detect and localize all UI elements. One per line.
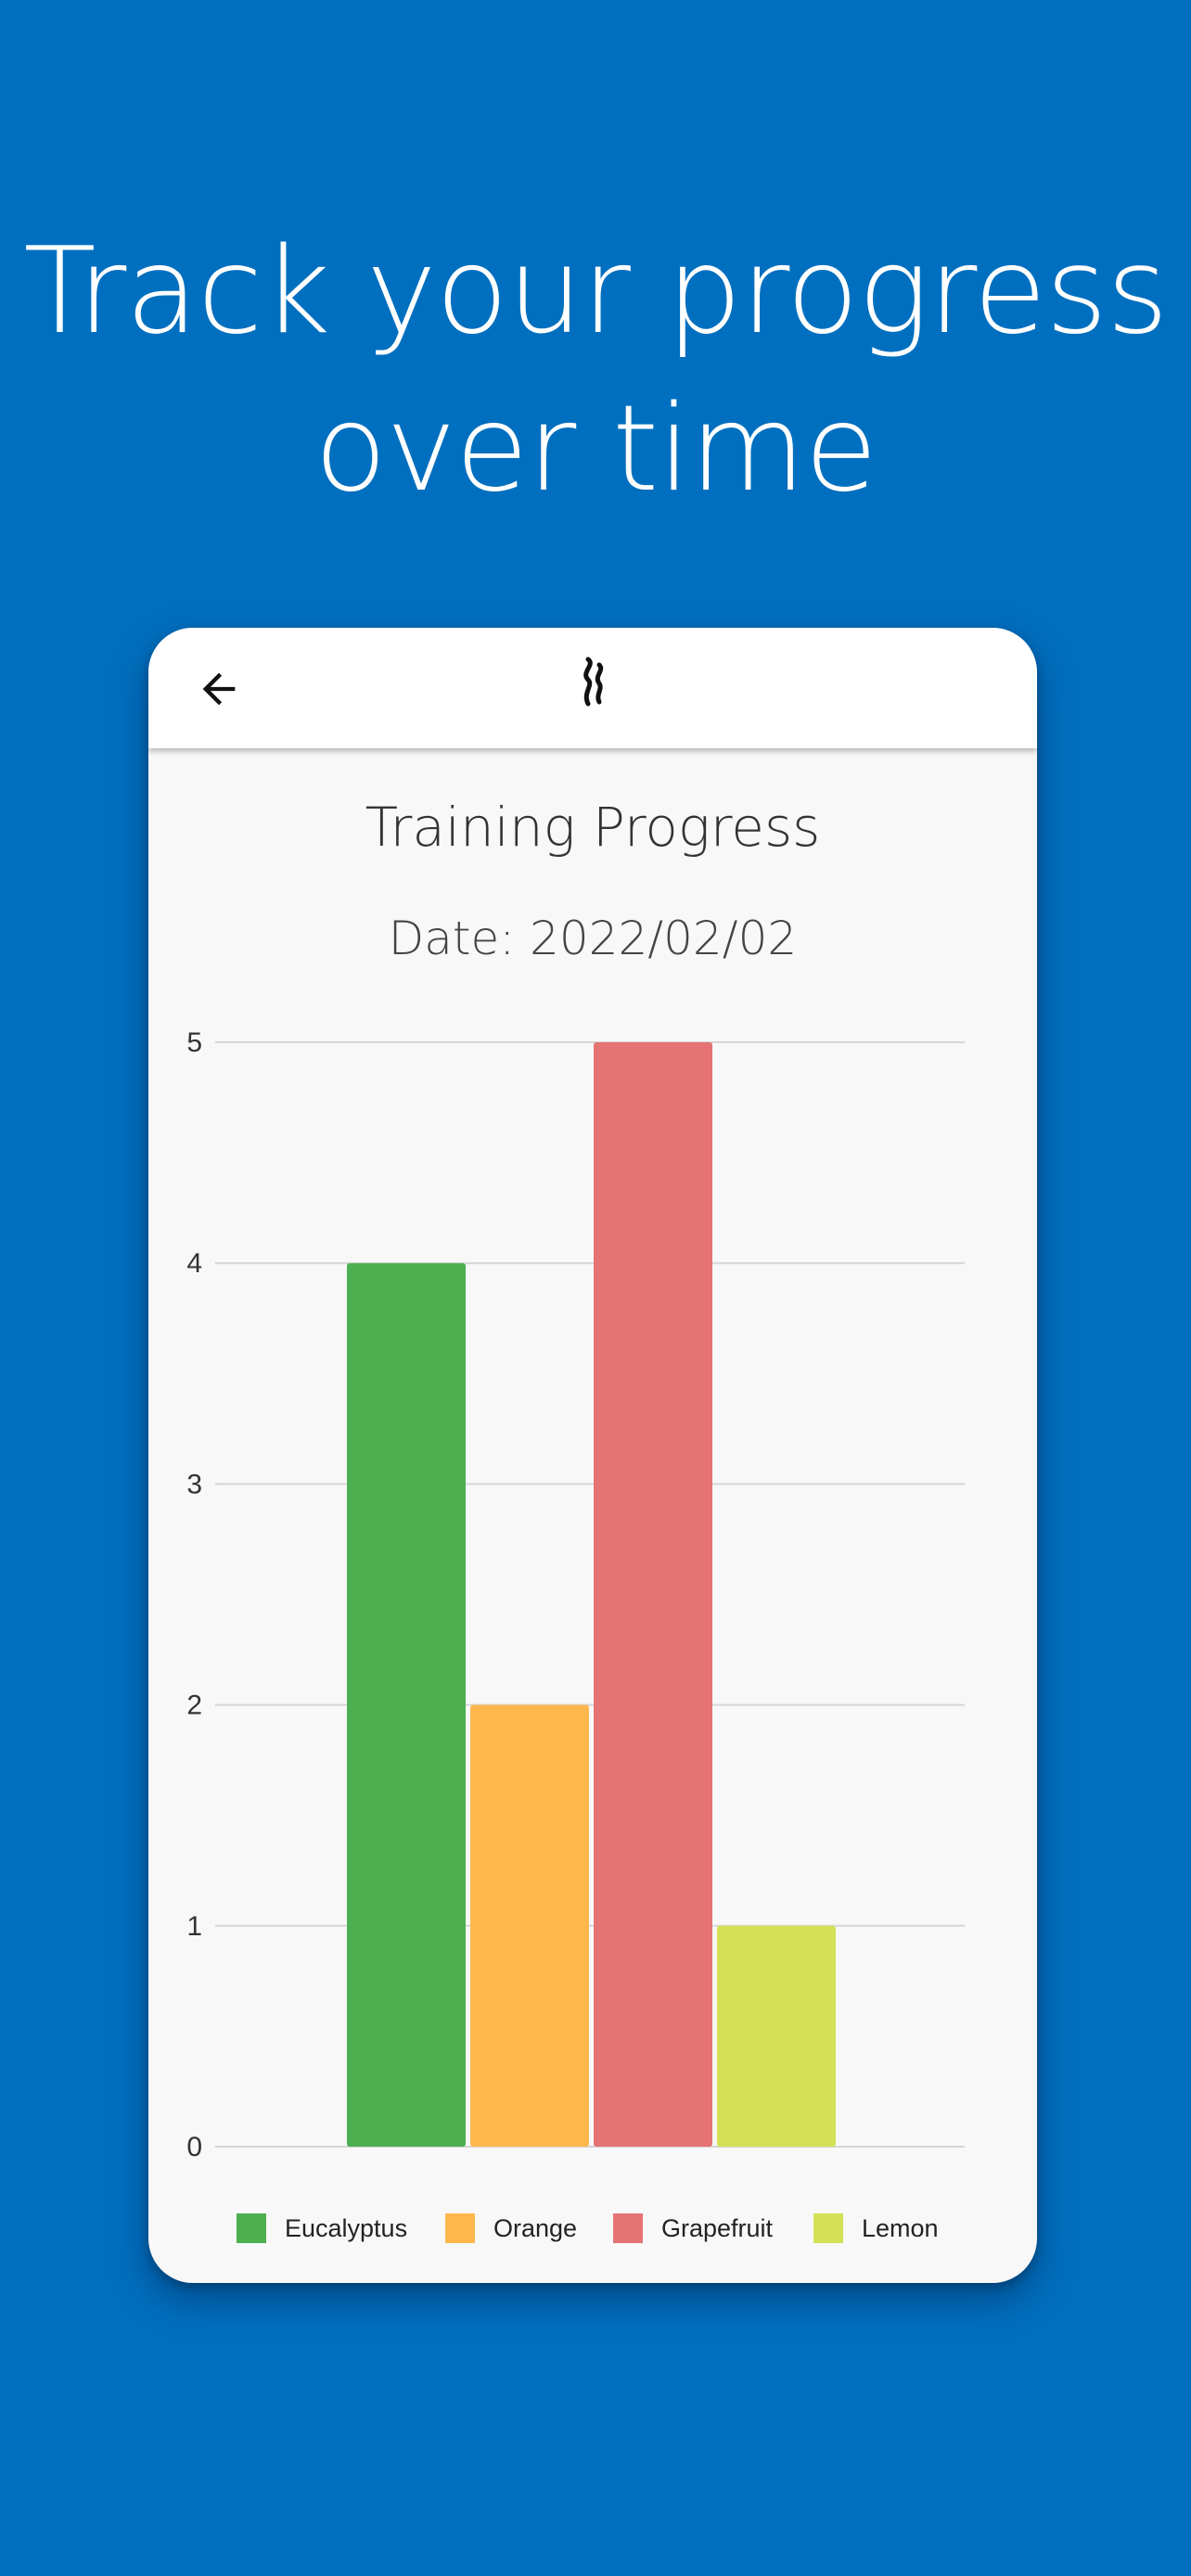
back-button[interactable] (186, 656, 252, 722)
y-tick-label: 1 (186, 1911, 202, 1942)
y-tick-label: 5 (186, 1027, 202, 1058)
legend-swatch (813, 2213, 843, 2243)
legend-item-grapefruit[interactable]: Grapefruit (613, 2210, 773, 2247)
legend-label: Orange (493, 2213, 578, 2242)
legend-label: Eucalyptus (285, 2213, 408, 2242)
legend-item-eucalyptus[interactable]: Eucalyptus (237, 2210, 407, 2247)
legend-swatch (613, 2213, 643, 2243)
legend-swatch (445, 2213, 475, 2243)
arrow-left-icon (202, 672, 236, 706)
headline-line-2: over time (314, 380, 877, 518)
legend-item-lemon[interactable]: Lemon (813, 2210, 939, 2247)
app-bar (148, 628, 1037, 748)
y-tick-label: 2 (186, 1690, 202, 1721)
headline-line-1: Track your progress (23, 223, 1168, 361)
chart-date: Date: 2022/02/02 (388, 912, 798, 965)
aroma-wisp-logo (583, 657, 604, 707)
chart-legend: Eucalyptus Orange Grapefruit Lemon (148, 2210, 1037, 2247)
legend-label: Lemon (862, 2213, 939, 2242)
y-tick-label: 4 (186, 1248, 202, 1279)
promo-headline: Track your progress over time (0, 213, 1191, 529)
chart-title: Training Progress (365, 796, 821, 859)
phone-screen: Training Progress Date: 2022/02/02 0 1 2 3 4… (148, 628, 1037, 2283)
bar-chart: 0 1 2 3 4 5 (186, 1027, 965, 2162)
legend-label: Grapefruit (661, 2213, 774, 2242)
legend-item-orange[interactable]: Orange (445, 2210, 577, 2247)
y-tick-label: 3 (186, 1469, 202, 1499)
bar-grapefruit[interactable] (594, 1042, 712, 2147)
bar-lemon[interactable] (717, 1925, 836, 2147)
y-tick-label: 0 (186, 2132, 202, 2162)
bar-eucalyptus[interactable] (347, 1263, 466, 2147)
legend-swatch (237, 2213, 266, 2243)
bar-orange[interactable] (470, 1704, 589, 2147)
